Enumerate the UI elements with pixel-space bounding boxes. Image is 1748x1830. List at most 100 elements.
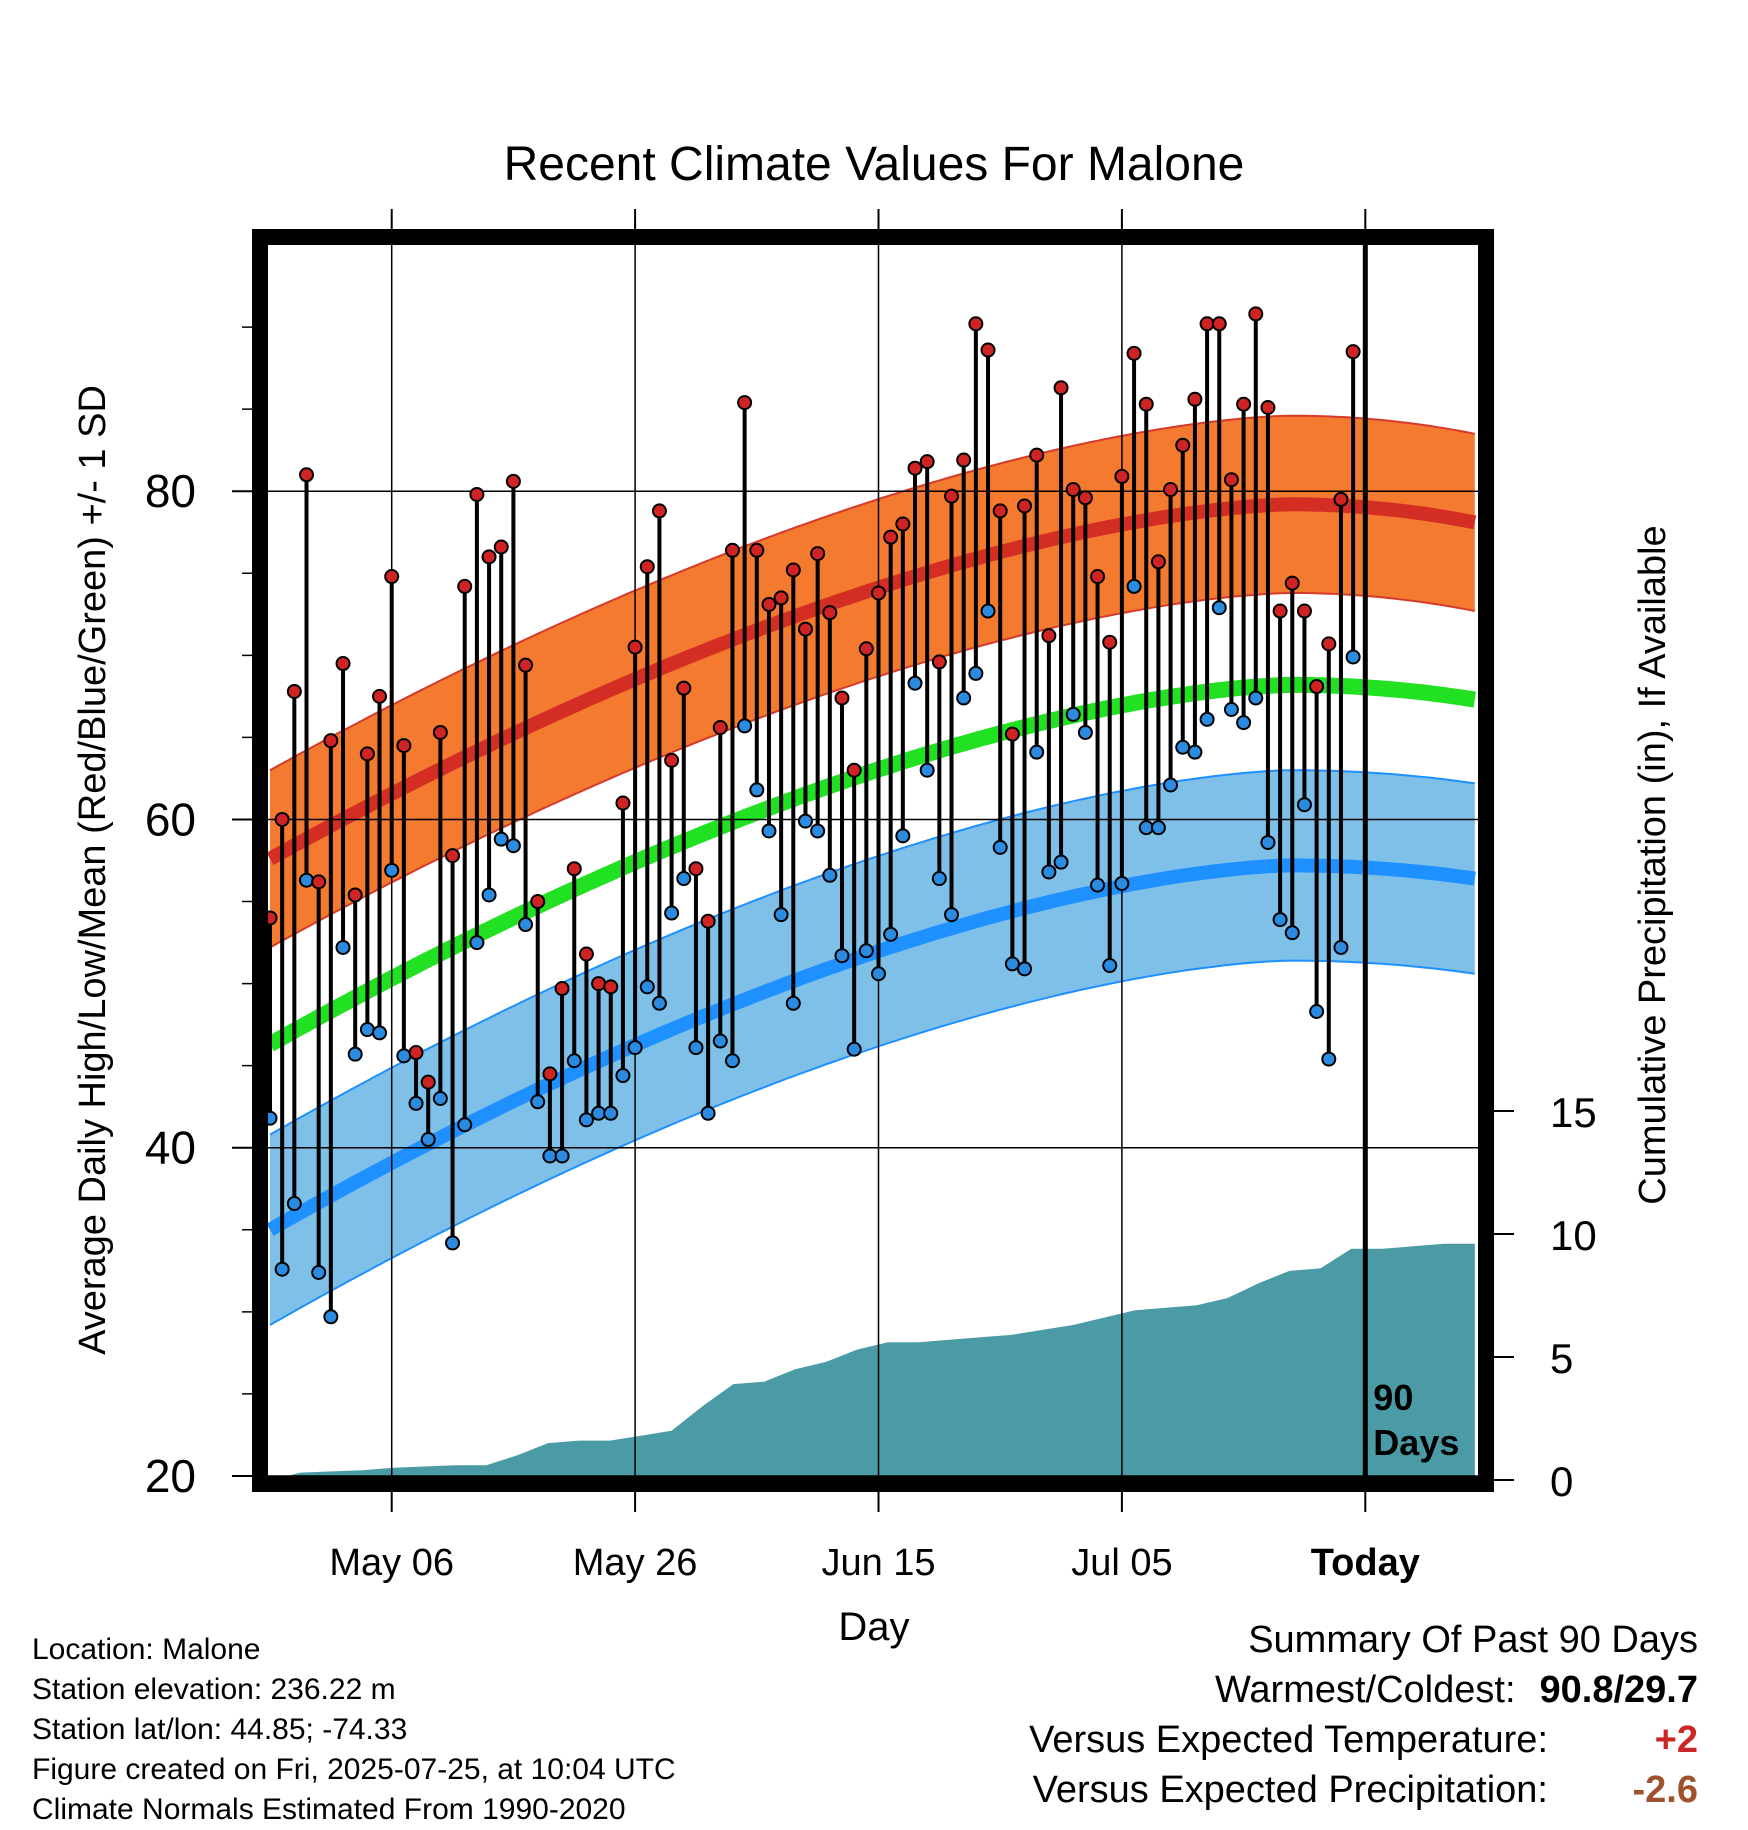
daily-high-point [858, 641, 874, 657]
y-axis-label: Average Daily High/Low/Mean (Red/Blue/Gr… [72, 385, 114, 1355]
daily-high-point [785, 562, 801, 578]
daily-low-point [1065, 706, 1081, 722]
daily-low-point [615, 1068, 631, 1084]
daily-low-point [1004, 956, 1020, 972]
summary-precip: Versus Expected Precipitation: -2.6 [1029, 1765, 1698, 1815]
daily-low-point [1077, 724, 1093, 740]
summary-temp: Versus Expected Temperature: +2 [1029, 1715, 1698, 1765]
daily-low-point [639, 979, 655, 995]
daily-low-point [871, 966, 886, 982]
daily-high-point [980, 342, 996, 358]
daily-high-point [724, 542, 740, 558]
daily-low-point [627, 1040, 643, 1056]
daily-high-point [1272, 603, 1288, 619]
daily-low-point [834, 948, 850, 964]
x-axis-label: Day [838, 1605, 909, 1649]
x-tick-label: May 06 [329, 1542, 454, 1584]
daily-low-point [347, 1046, 363, 1062]
y2-tick-label: 10 [1550, 1212, 1597, 1259]
daily-low-point [858, 943, 874, 959]
daily-low-point [1053, 854, 1069, 870]
temp-value: +2 [1654, 1719, 1698, 1761]
daily-low-point [749, 782, 765, 798]
daily-low-point [1138, 820, 1154, 836]
high-band-bottom-edge [269, 592, 1475, 949]
daily-low-point [1309, 1004, 1325, 1020]
daily-low-point [1090, 877, 1106, 893]
daily-low-point [1187, 744, 1203, 760]
daily-low-point [518, 917, 534, 933]
daily-low-point [420, 1132, 436, 1148]
daily-low-point [980, 603, 996, 619]
daily-high-point [615, 795, 631, 811]
daily-low-point [688, 1040, 704, 1056]
precip-label: Versus Expected Precipitation: [1032, 1769, 1548, 1811]
daily-high-point [834, 690, 850, 706]
daily-high-point [469, 486, 485, 502]
daily-high-point [992, 503, 1008, 519]
daily-high-point [542, 1066, 558, 1082]
daily-low-point [822, 867, 838, 883]
low-band-bottom-edge [269, 959, 1475, 1326]
x-tick-label: Jun 15 [821, 1542, 935, 1584]
daily-high-point [944, 488, 960, 504]
daily-values-layer [262, 306, 1361, 1325]
y-tick-label: 60 [145, 793, 196, 845]
y2-tick-label: 0 [1550, 1458, 1573, 1505]
daily-high-point [1090, 569, 1106, 585]
daily-high-point [384, 569, 400, 585]
daily-high-point [505, 473, 521, 489]
summary-warm-cold: Warmest/Coldest: 90.8/29.7 [1029, 1665, 1698, 1715]
daily-low-point [542, 1148, 558, 1164]
daily-low-point [603, 1105, 619, 1121]
daily-high-point [323, 733, 339, 749]
daily-high-point [931, 654, 947, 670]
daily-high-point [797, 621, 813, 637]
daily-high-point [286, 683, 302, 699]
daily-low-point [493, 831, 509, 847]
daily-high-point [688, 861, 704, 877]
daily-high-point [1114, 468, 1130, 484]
daily-low-point [1041, 864, 1057, 880]
daily-low-point [372, 1025, 388, 1041]
summary-heading-text: Summary Of Past 90 Days [1248, 1619, 1698, 1661]
daily-high-point [311, 874, 327, 890]
daily-low-point [944, 907, 960, 923]
daily-high-point [1284, 575, 1300, 591]
daily-high-point [627, 639, 643, 655]
daily-low-point [299, 872, 315, 888]
y-tick-label: 20 [145, 1450, 196, 1502]
daily-high-point [1223, 472, 1239, 488]
daily-low-point [785, 995, 801, 1011]
elevation-text: Station elevation: 236.22 m [32, 1673, 396, 1706]
daily-high-point [810, 546, 826, 562]
daily-low-point [286, 1196, 302, 1212]
temp-label: Versus Expected Temperature: [1029, 1719, 1548, 1761]
x-tick-label: Today [1311, 1542, 1420, 1584]
daily-high-point [1345, 344, 1361, 360]
station-info: Location: Malone Station elevation: 236.… [32, 1630, 676, 1830]
window-label-days-word: Days [1373, 1422, 1459, 1463]
daily-low-point [530, 1094, 546, 1110]
warm-cold-value: 90.8/29.7 [1539, 1669, 1698, 1711]
precip-area-layer [270, 1243, 1475, 1480]
daily-low-point [1163, 777, 1179, 793]
daily-low-point [311, 1264, 327, 1280]
normals-text: Climate Normals Estimated From 1990-2020 [32, 1793, 626, 1826]
daily-high-point [457, 578, 473, 594]
daily-high-point [822, 605, 838, 621]
daily-low-point [992, 839, 1008, 855]
daily-high-point [907, 460, 923, 476]
created-text: Figure created on Fri, 2025-07-25, at 10… [32, 1753, 676, 1786]
daily-low-point [895, 828, 911, 844]
daily-high-point [372, 688, 388, 704]
daily-low-point [797, 813, 813, 829]
high-band-top-edge [269, 414, 1475, 772]
daily-low-point [1284, 925, 1300, 941]
daily-high-point [591, 976, 607, 992]
daily-low-point [651, 995, 667, 1011]
daily-low-point [810, 823, 826, 839]
daily-low-point [712, 1033, 728, 1049]
daily-high-point [1260, 399, 1276, 415]
daily-high-point [274, 811, 290, 827]
